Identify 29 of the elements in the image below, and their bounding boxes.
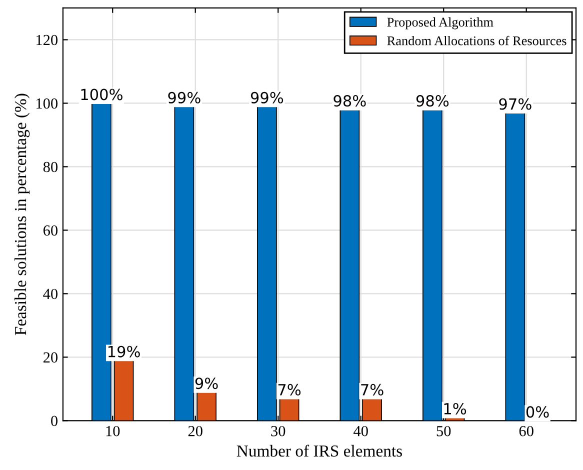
data-label: 7% xyxy=(361,384,384,396)
x-tick-label: 50 xyxy=(436,426,451,436)
legend-label: Proposed Algorithm xyxy=(387,17,494,30)
y-tick-label: 80 xyxy=(43,162,58,172)
y-axis-title: Feasible solutions in percentage (%) xyxy=(14,94,30,336)
data-label: 0% xyxy=(526,406,549,418)
data-label: 98% xyxy=(334,95,366,107)
legend-label: Random Allocations of Resources xyxy=(387,36,566,46)
y-tick-label: 0 xyxy=(51,416,58,426)
x-tick-label: 60 xyxy=(519,426,534,436)
y-tick-label: 120 xyxy=(36,34,58,46)
x-axis-title: Number of IRS elements xyxy=(236,444,402,457)
data-label: 7% xyxy=(278,384,301,396)
y-tick-label: 100 xyxy=(36,98,58,109)
y-tick-label: 20 xyxy=(43,352,58,363)
x-tick-label: 10 xyxy=(106,426,120,436)
y-tick-label: 60 xyxy=(43,225,58,236)
y-tick-label: 40 xyxy=(43,288,58,300)
x-tick-label: 40 xyxy=(354,426,368,436)
data-label: 9% xyxy=(195,378,218,390)
data-label: 98% xyxy=(416,95,449,107)
data-label: 19% xyxy=(108,346,140,358)
x-tick-label: 20 xyxy=(188,426,202,436)
data-label: 99% xyxy=(250,92,284,104)
x-tick-label: 30 xyxy=(271,426,286,436)
data-label: 1% xyxy=(444,402,466,415)
data-label: 97% xyxy=(499,98,532,110)
data-label: 99% xyxy=(168,92,200,104)
data-label: 100% xyxy=(81,88,122,100)
